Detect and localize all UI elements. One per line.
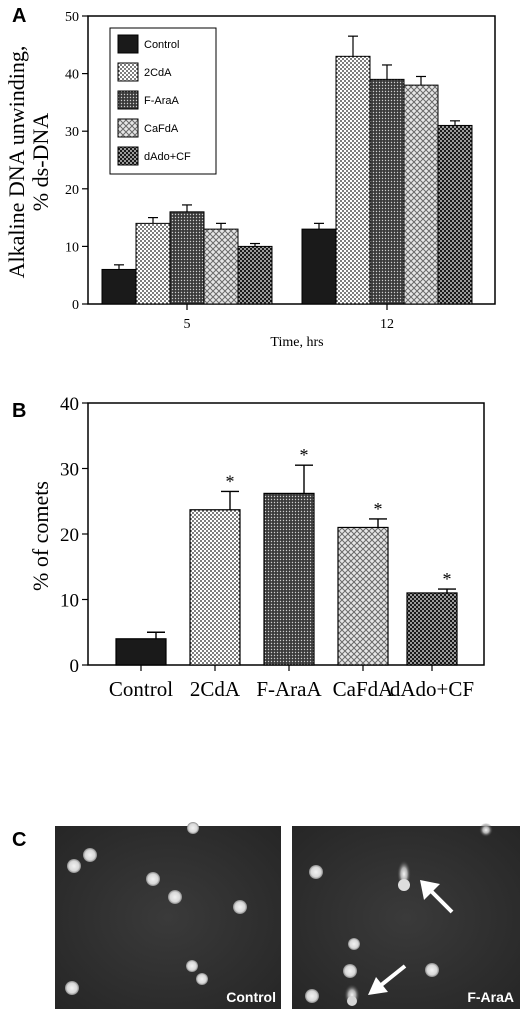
legend-swatch bbox=[117, 118, 139, 138]
panel-a-xtick-label: 12 bbox=[380, 317, 394, 332]
panel-a-bar-dado-cf bbox=[437, 124, 473, 305]
cell bbox=[83, 848, 97, 862]
panel-b-yticks: 0 10 20 30 40 bbox=[60, 394, 88, 677]
panel-a-bar-cafda bbox=[203, 228, 239, 305]
panel-a-xlabel: Time, hrs bbox=[270, 335, 323, 350]
panel-b-ytick-label: 40 bbox=[60, 394, 79, 415]
panel-b-bar-f-araa bbox=[263, 492, 315, 666]
comet-head bbox=[347, 996, 357, 1006]
cell bbox=[425, 963, 439, 977]
panel-b-bar-control bbox=[115, 638, 167, 666]
cell bbox=[343, 964, 357, 978]
cell bbox=[65, 981, 79, 995]
panel-a-ytick-label: 10 bbox=[65, 240, 79, 255]
significance-star: * bbox=[443, 569, 452, 589]
panel-a-bar-2cda bbox=[135, 222, 171, 305]
panel-b-xtick-label: F-AraA bbox=[256, 677, 322, 701]
cell bbox=[187, 822, 199, 834]
micrograph-f-araa-background bbox=[292, 826, 520, 1009]
legend-swatch bbox=[117, 62, 139, 82]
panel-b-bars: * * * * bbox=[115, 445, 458, 666]
panel-b-bar-dado-cf bbox=[406, 592, 458, 666]
legend-label: Control bbox=[144, 39, 179, 51]
panel-b: B % of comets 0 10 20 30 40 * * * * Control 2CdA… bbox=[12, 394, 485, 701]
cell bbox=[146, 872, 160, 886]
cell bbox=[168, 890, 182, 904]
panel-a-bar-cafda bbox=[403, 84, 439, 305]
panel-a-bars bbox=[101, 35, 473, 305]
panel-b-xtick-label: dAdo+CF bbox=[390, 677, 474, 701]
panel-a-bar-2cda bbox=[335, 55, 371, 305]
panel-a-legend: Control 2CdA F-AraA CaFdA dAdo+CF bbox=[109, 27, 217, 175]
panel-a-ylabel-line2: % ds-DNA bbox=[28, 113, 53, 211]
panel-a-frame bbox=[87, 15, 496, 305]
micrograph-control-label: Control bbox=[226, 989, 276, 1005]
panel-b-ylabel: % of comets bbox=[28, 481, 53, 591]
legend-label: 2CdA bbox=[144, 67, 172, 79]
panel-a-ytick-label: 20 bbox=[65, 183, 79, 198]
panel-a-ytick-label: 40 bbox=[65, 68, 79, 83]
panel-a-bar-f-araa bbox=[169, 211, 205, 305]
cell bbox=[348, 938, 360, 950]
significance-star: * bbox=[374, 499, 383, 519]
panel-a-ytick-label: 30 bbox=[65, 125, 79, 140]
panel-b-xtick-label: 2CdA bbox=[190, 677, 241, 701]
significance-star: * bbox=[300, 445, 309, 465]
legend-label: F-AraA bbox=[144, 95, 180, 107]
panel-b-xtick-label: CaFdA bbox=[333, 677, 395, 701]
panel-a-ylabel: Alkaline DNA unwinding, % ds-DNA bbox=[4, 46, 53, 279]
panel-b-bar-2cda bbox=[189, 509, 241, 666]
panel-c: C Control bbox=[12, 822, 520, 1009]
micrograph-control: Control bbox=[55, 822, 281, 1009]
legend-swatch bbox=[117, 146, 139, 166]
panel-a-xtick-label: 5 bbox=[184, 317, 191, 332]
panel-a-bar-f-araa bbox=[369, 78, 405, 305]
panel-b-ytick-label: 10 bbox=[60, 591, 79, 612]
panel-a-bar-dado-cf bbox=[237, 245, 273, 305]
panel-b-ytick-label: 30 bbox=[60, 460, 79, 481]
panel-b-ytick-label: 20 bbox=[60, 525, 79, 546]
panel-a: A Alkaline DNA unwinding, % ds-DNA 0 10 20… bbox=[4, 5, 496, 350]
comet-head bbox=[398, 879, 410, 891]
comet bbox=[479, 823, 493, 837]
panel-a-bar-control bbox=[101, 268, 137, 305]
cell bbox=[305, 989, 319, 1003]
panel-a-ytick-label: 50 bbox=[65, 10, 79, 25]
panel-b-xtick-label: Control bbox=[109, 677, 173, 701]
panel-a-bar-control bbox=[301, 228, 337, 305]
panel-b-letter: B bbox=[12, 400, 26, 422]
significance-star: * bbox=[226, 471, 235, 491]
legend-swatch bbox=[117, 90, 139, 110]
micrograph-f-araa-label: F-AraA bbox=[467, 989, 514, 1005]
legend-label: CaFdA bbox=[144, 123, 179, 135]
cell bbox=[233, 900, 247, 914]
arrow-icon bbox=[368, 964, 407, 995]
panel-b-ytick-label: 0 bbox=[70, 656, 80, 677]
panel-a-xticks: 5 12 bbox=[184, 304, 394, 332]
cell bbox=[196, 973, 208, 985]
micrograph-f-araa: F-AraA bbox=[292, 823, 520, 1009]
cell bbox=[186, 960, 198, 972]
panel-c-letter: C bbox=[12, 829, 26, 851]
panel-a-letter: A bbox=[12, 5, 26, 27]
panel-a-yticks: 0 10 20 30 40 50 bbox=[65, 10, 88, 313]
panel-b-bar-cafda bbox=[337, 526, 389, 666]
legend-swatch bbox=[117, 34, 139, 54]
panel-a-ytick-label: 0 bbox=[72, 298, 79, 313]
cell bbox=[309, 865, 323, 879]
panel-a-ylabel-line1: Alkaline DNA unwinding, bbox=[4, 46, 29, 279]
cell bbox=[67, 859, 81, 873]
legend-label: dAdo+CF bbox=[144, 151, 191, 163]
arrow-icon bbox=[420, 880, 454, 914]
